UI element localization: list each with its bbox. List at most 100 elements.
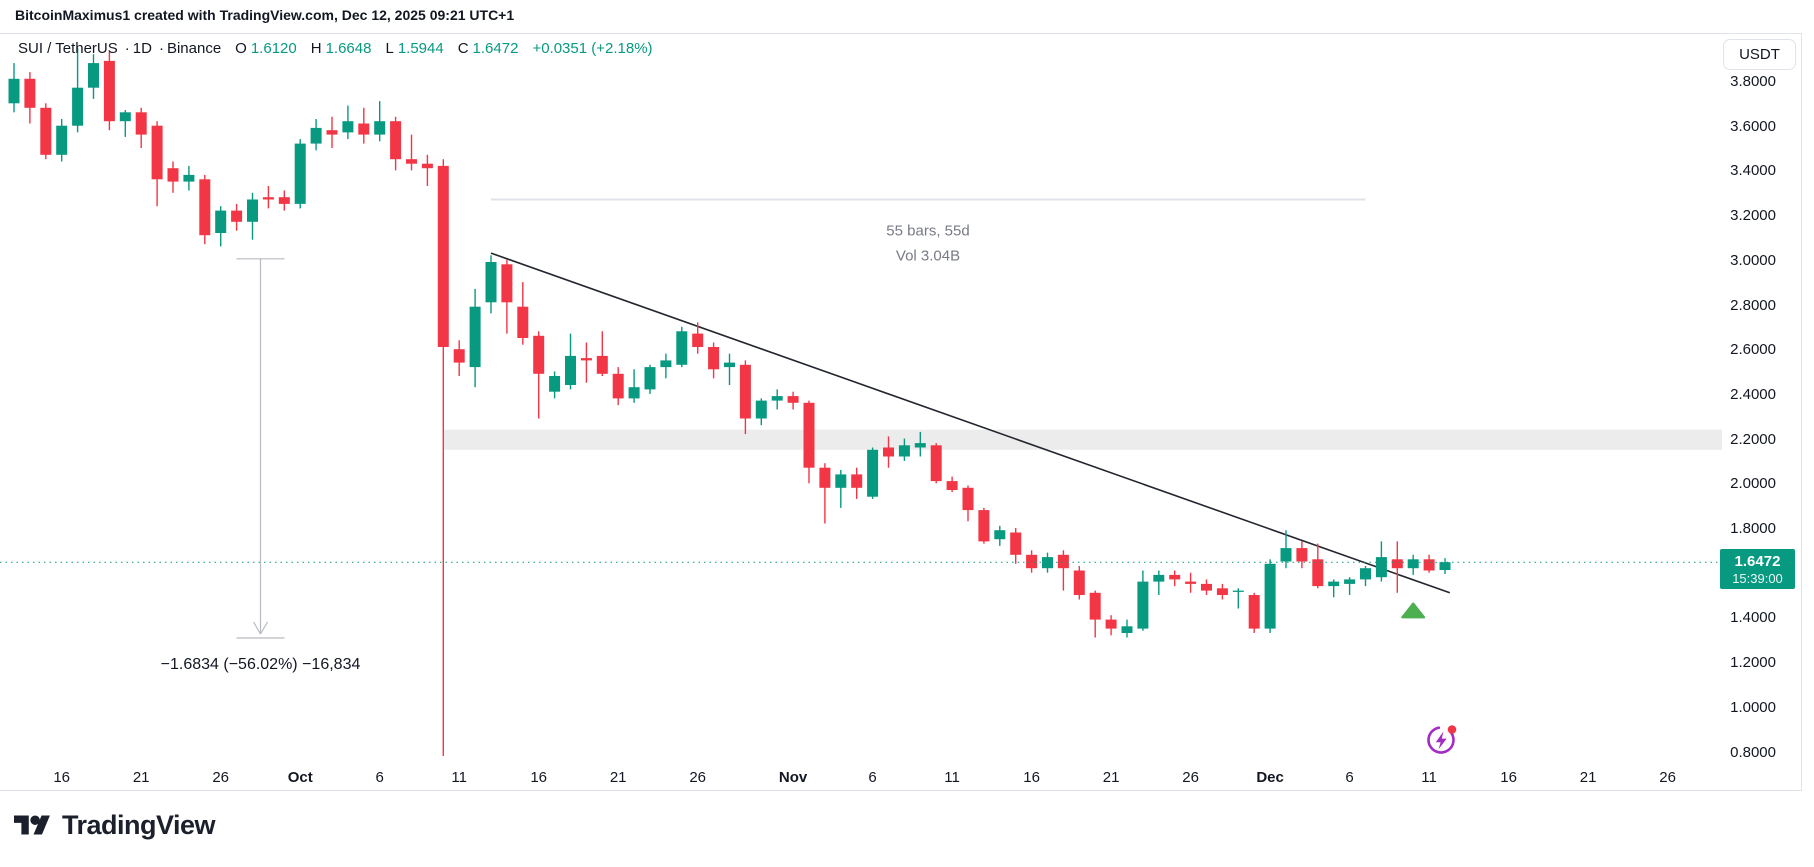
chart-widget: SUI / TetherUS · 1D · Binance O 1.6120 H 1.6648 L… (0, 33, 1802, 791)
candle-body (1407, 559, 1419, 569)
low-label: L (385, 40, 394, 57)
candle-body (946, 481, 958, 490)
time-tick-label: 6 (1345, 769, 1353, 786)
close-value: 1.6472 (472, 40, 519, 57)
time-tick-label: 11 (451, 769, 467, 786)
price-tick-label: 0.8000 (1730, 743, 1776, 761)
downtrend-line[interactable] (490, 252, 1451, 594)
price-axis[interactable]: USDT 3.8000 3.6000 3.4000 3.2000 3.0000 2.800… (1720, 34, 1801, 790)
time-tick-label: 6 (868, 769, 876, 786)
candle-body (771, 396, 783, 401)
candle-body (851, 474, 863, 488)
candle-body (612, 373, 624, 399)
candle-body (119, 112, 131, 122)
candle-body (867, 449, 879, 497)
price-tick-label: 1.0000 (1730, 698, 1776, 716)
flash-reactions-button[interactable] (1425, 722, 1459, 756)
candle-body (1089, 592, 1101, 620)
candle-body (914, 443, 926, 448)
price-range-tool[interactable] (236, 258, 285, 639)
last-price-badge: 1.6472 15:39:00 (1720, 549, 1795, 590)
price-tick-label: 3.6000 (1730, 117, 1776, 135)
candle-body (1201, 583, 1212, 591)
candle-body (135, 112, 147, 135)
candle-body (533, 335, 545, 374)
candle-body (883, 447, 894, 457)
candle-body (88, 63, 99, 88)
close-label: C (457, 40, 469, 57)
time-tick-label: 16 (530, 769, 547, 786)
candle-body (1280, 548, 1292, 562)
tradingview-logo[interactable]: TradingView (14, 810, 216, 841)
change-value: +0.0351 (+2.18%) (532, 40, 653, 57)
open-label: O (235, 40, 247, 57)
candle-body (803, 402, 815, 468)
candle-body (326, 130, 338, 135)
candle-body (1137, 581, 1149, 629)
time-tick-label: 21 (1103, 769, 1120, 786)
candle-body (1264, 563, 1276, 629)
time-tick-label: 21 (610, 769, 627, 786)
candle-body (708, 347, 720, 370)
candle-body (724, 362, 735, 368)
time-tick-label: Oct (288, 769, 313, 786)
candle-body (406, 159, 417, 164)
candle-body (898, 445, 910, 457)
time-tick-label: 11 (944, 769, 960, 786)
attribution-text: BitcoinMaximus1 created with TradingView… (15, 7, 515, 23)
buy-marker-triangle[interactable] (1401, 602, 1426, 619)
exchange-label[interactable]: Binance (166, 40, 222, 57)
price-tick-label: 2.4000 (1730, 385, 1776, 403)
candle-body (1391, 559, 1403, 569)
candle-body (1423, 559, 1435, 571)
candle-body (56, 125, 68, 155)
candle-body (835, 474, 847, 488)
low-value: 1.5944 (397, 40, 444, 57)
candle-body (485, 262, 497, 303)
candle-body (421, 163, 433, 169)
currency-button[interactable]: USDT (1723, 39, 1796, 70)
candle-body (40, 107, 52, 155)
candle-body (183, 174, 195, 182)
candle-body (660, 360, 672, 368)
candle-body (199, 179, 211, 236)
last-price-value: 1.6472 (1734, 552, 1781, 570)
symbol-name[interactable]: SUI / TetherUS (18, 40, 118, 57)
time-tick-label: 26 (689, 769, 706, 786)
interval-label[interactable]: 1D (132, 40, 152, 57)
price-tick-label: 1.8000 (1730, 520, 1776, 537)
time-tick-label: 26 (1659, 769, 1676, 786)
high-label: H (310, 40, 322, 57)
candle-body (692, 333, 704, 347)
flash-icon (1427, 725, 1457, 754)
date-range-label: 55 bars, 55d (886, 223, 969, 240)
candle-body (437, 165, 449, 347)
candle-body (1010, 532, 1022, 555)
candle-body (294, 143, 306, 204)
candle-body (262, 197, 274, 200)
candle-body (517, 306, 529, 338)
candle-body (1216, 588, 1228, 595)
tradingview-logo-mark (14, 814, 50, 834)
candle-body (1360, 568, 1371, 580)
candle-body (549, 376, 561, 392)
candlestick-svg[interactable]: 55 bars, 55d Vol 3.04B −1.6834 (−56.02%) −… (0, 34, 1722, 790)
candle-body (501, 264, 513, 303)
legend-separator: · (124, 40, 130, 57)
supply-zone[interactable] (443, 429, 1722, 450)
candle-body (247, 199, 258, 222)
price-chart-pane[interactable]: 55 bars, 55d Vol 3.04B −1.6834 (−56.02%) −… (0, 34, 1722, 790)
price-range-label: −1.6834 (−56.02%) −16,834 (161, 656, 361, 673)
open-value: 1.6120 (250, 40, 297, 57)
candle-body (962, 487, 974, 511)
date-range-volume-label: Vol 3.04B (896, 248, 960, 265)
candle-body (231, 210, 243, 222)
candle-body (1042, 557, 1053, 569)
candle-body (628, 387, 640, 399)
candle-body (278, 197, 290, 204)
candle-body (1121, 626, 1133, 633)
candle-body (1169, 574, 1181, 580)
time-tick-label: Dec (1256, 769, 1284, 786)
time-tick-label: 26 (212, 769, 229, 786)
